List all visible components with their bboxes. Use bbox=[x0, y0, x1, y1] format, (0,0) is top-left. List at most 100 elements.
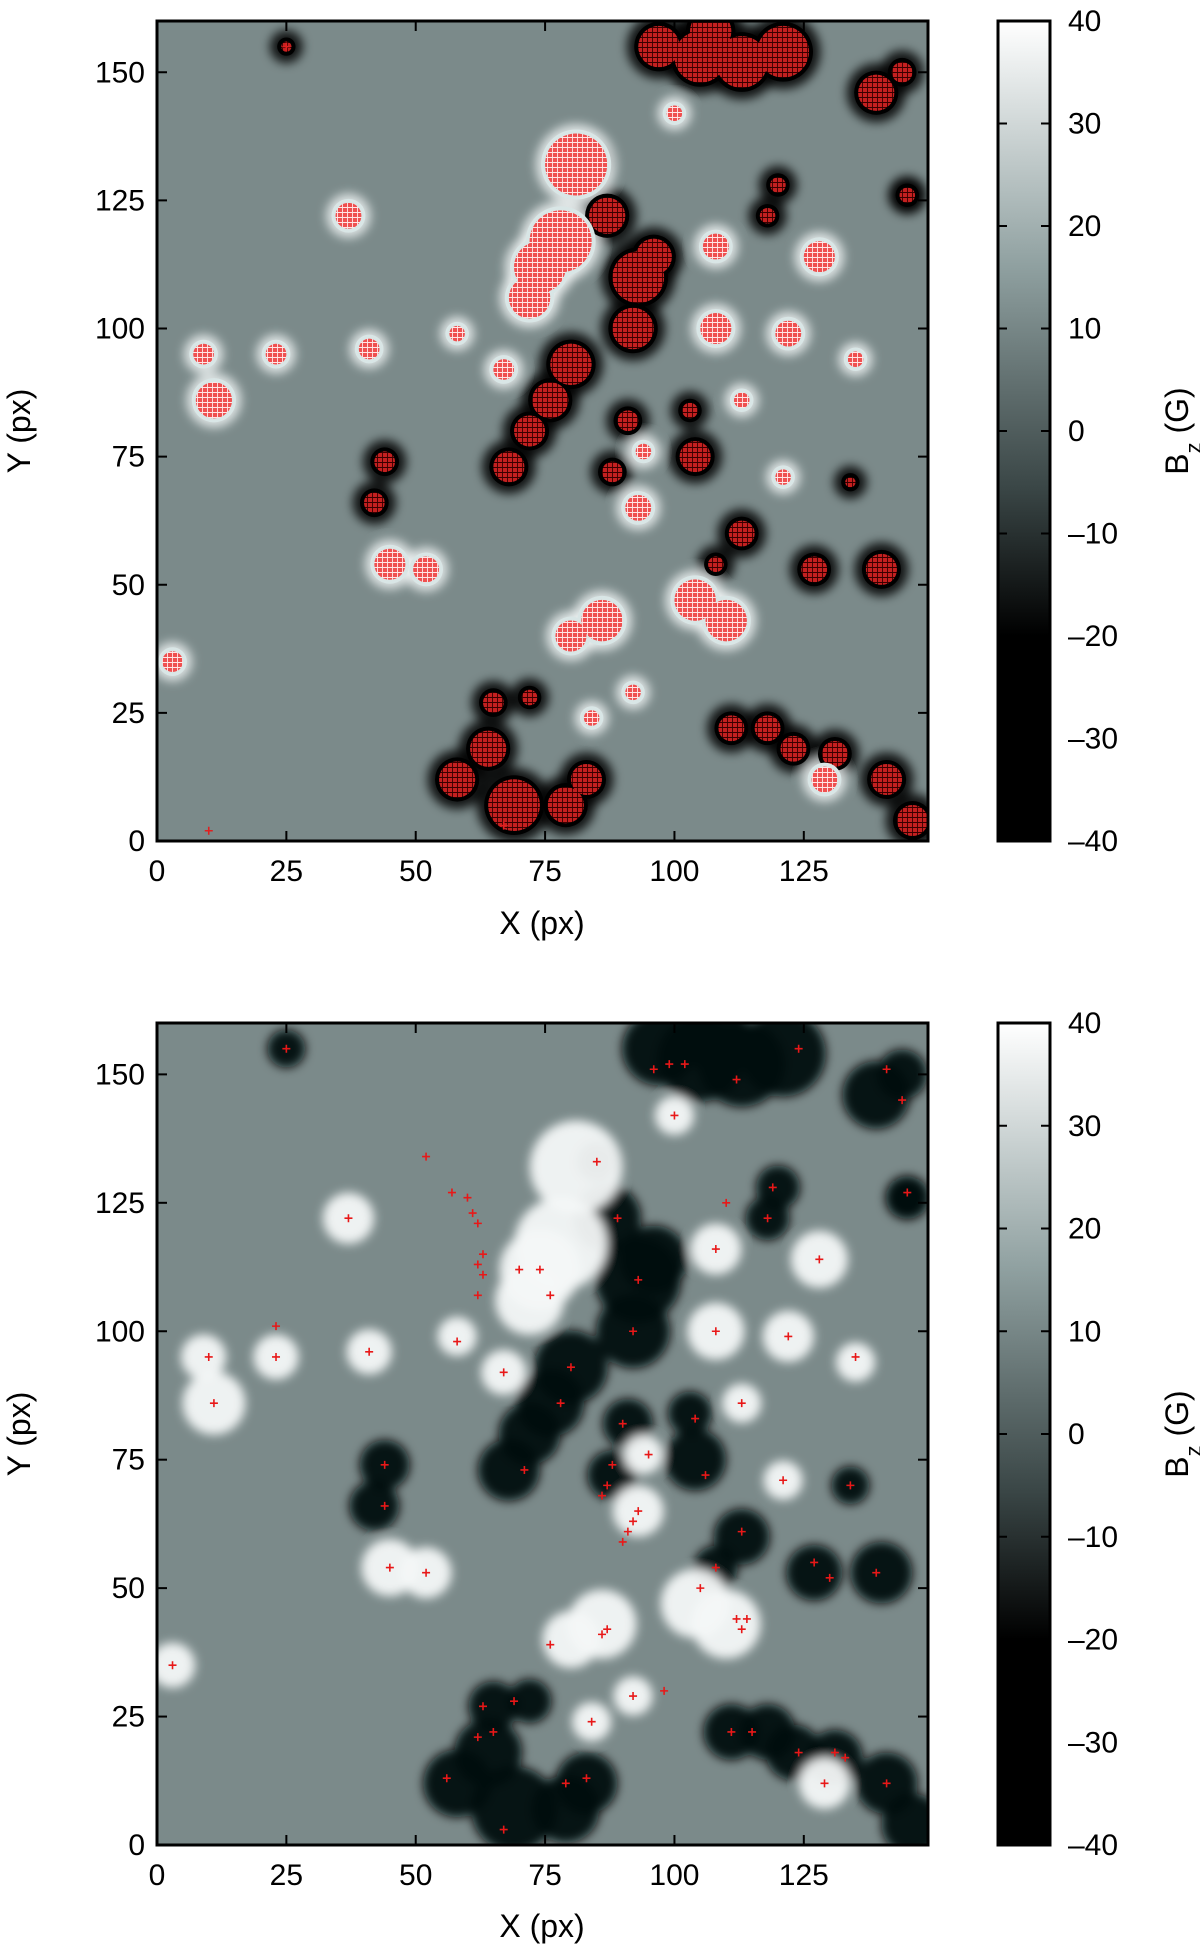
feature-point bbox=[473, 1291, 482, 1300]
x-tick-label: 50 bbox=[399, 1859, 432, 1892]
positive-field-blob bbox=[529, 1120, 623, 1214]
positive-field-blob bbox=[542, 1610, 600, 1669]
negative-region bbox=[589, 197, 626, 234]
positive-region bbox=[705, 599, 747, 642]
positive-region bbox=[700, 312, 732, 345]
negative-field-blob bbox=[887, 1177, 928, 1218]
negative-region bbox=[896, 804, 928, 837]
feature-point bbox=[815, 1255, 824, 1264]
positive-field-blob bbox=[437, 1316, 477, 1357]
negative-region bbox=[482, 692, 504, 713]
plot-frame bbox=[155, 1021, 930, 1847]
feature-point bbox=[634, 1275, 643, 1284]
colorbar-tick-label: 0 bbox=[1068, 415, 1085, 448]
y-tick-label: 150 bbox=[95, 56, 145, 89]
feature-point bbox=[489, 1727, 498, 1736]
feature-point bbox=[463, 1193, 472, 1202]
x-tick-label: 0 bbox=[149, 1859, 166, 1892]
feature-point bbox=[872, 1568, 881, 1577]
positive-region bbox=[545, 133, 608, 196]
feature-point bbox=[499, 1825, 508, 1834]
negative-region bbox=[715, 36, 768, 88]
negative-region bbox=[728, 520, 755, 547]
negative-region bbox=[718, 715, 745, 742]
negative-region bbox=[547, 787, 584, 824]
feature-point bbox=[566, 1363, 575, 1372]
feature-point bbox=[473, 1260, 482, 1269]
feature-point bbox=[447, 1188, 456, 1197]
feature-point bbox=[618, 1419, 627, 1428]
negative-field-blob bbox=[877, 1049, 928, 1100]
feature-point bbox=[442, 1774, 451, 1783]
negative-field-blob bbox=[881, 1793, 928, 1845]
feature-point bbox=[478, 1250, 487, 1259]
negative-field-blob bbox=[667, 1391, 712, 1436]
positive-region bbox=[625, 684, 641, 701]
positive-region bbox=[358, 338, 380, 360]
feature-point bbox=[422, 1152, 431, 1161]
feature-point bbox=[209, 1399, 218, 1408]
negative-region bbox=[770, 177, 786, 193]
feature-point bbox=[825, 1573, 834, 1582]
feature-point bbox=[468, 1209, 477, 1218]
colorbar-tick-label: –10 bbox=[1068, 1521, 1118, 1554]
x-axis-label: X (px) bbox=[499, 905, 584, 941]
positive-field-blob bbox=[835, 1342, 876, 1382]
positive-field-blob bbox=[495, 1265, 565, 1335]
negative-field-blob bbox=[349, 1480, 400, 1531]
feature-point bbox=[634, 1507, 643, 1516]
feature-point bbox=[613, 1214, 622, 1223]
colorbar-tick-label: –20 bbox=[1068, 1624, 1118, 1657]
feature-point bbox=[670, 1111, 679, 1120]
colorbar-tick-label: –40 bbox=[1068, 825, 1118, 858]
y-tick-label: 25 bbox=[112, 1701, 145, 1734]
negative-region bbox=[612, 307, 654, 350]
feature-point bbox=[742, 1614, 751, 1623]
negative-region bbox=[488, 779, 540, 831]
feature-cross bbox=[499, 821, 508, 830]
positive-region bbox=[635, 443, 652, 460]
positive-region bbox=[413, 556, 440, 583]
colorbar-tick-label: 20 bbox=[1068, 1213, 1101, 1246]
colorbar-tick-label: –10 bbox=[1068, 518, 1118, 551]
negative-field-blob bbox=[619, 1225, 688, 1294]
feature-point bbox=[810, 1558, 819, 1567]
x-tick-label: 0 bbox=[149, 855, 166, 888]
negative-region bbox=[679, 441, 711, 473]
x-tick-label: 25 bbox=[270, 855, 303, 888]
colorbar-label: Bz (G) bbox=[1159, 387, 1200, 474]
feature-point bbox=[711, 1563, 720, 1572]
feature-point bbox=[422, 1568, 431, 1577]
y-axis-label: Y (px) bbox=[1, 389, 37, 474]
feature-point bbox=[556, 1399, 565, 1408]
feature-point bbox=[385, 1563, 394, 1572]
colorbar-ticks: –40 –30 –20 –10 0 10 20 30 40 bbox=[998, 1007, 1118, 1862]
positive-region bbox=[625, 494, 652, 521]
negative-region bbox=[439, 761, 476, 798]
negative-region bbox=[550, 343, 592, 386]
positive-region bbox=[508, 277, 551, 319]
feature-point bbox=[882, 1779, 891, 1788]
feature-point bbox=[701, 1471, 710, 1480]
negative-region bbox=[759, 207, 776, 224]
feature-point bbox=[598, 1630, 607, 1639]
positive-region bbox=[811, 766, 838, 793]
feature-point bbox=[618, 1537, 627, 1546]
negative-region bbox=[757, 25, 809, 78]
feature-point bbox=[830, 1748, 839, 1757]
negative-region bbox=[570, 763, 603, 796]
feature-point bbox=[711, 1245, 720, 1254]
positive-region bbox=[803, 241, 835, 273]
feature-point bbox=[380, 1501, 389, 1510]
feature-point bbox=[168, 1661, 177, 1670]
feature-point bbox=[473, 1219, 482, 1228]
feature-point bbox=[592, 1157, 601, 1166]
feature-point bbox=[841, 1753, 850, 1762]
feature-point bbox=[582, 1774, 591, 1783]
feature-point bbox=[453, 1337, 462, 1346]
positive-region bbox=[162, 651, 183, 672]
negative-region bbox=[363, 492, 385, 514]
y-tick-label: 75 bbox=[112, 1444, 145, 1477]
colorbar-tick-label: 10 bbox=[1068, 1315, 1101, 1348]
